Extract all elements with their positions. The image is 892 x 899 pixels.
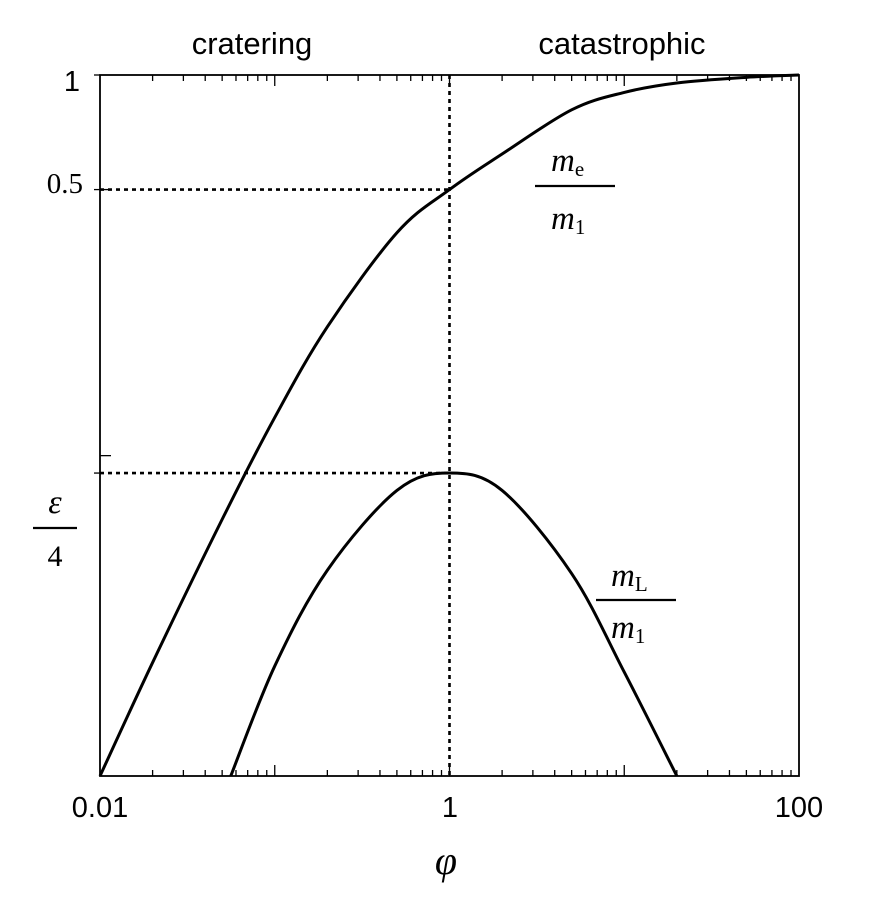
x-tick-label-1: 1 xyxy=(442,792,458,824)
y-label-denominator: 4 xyxy=(48,540,63,573)
series-label-ml-denominator: m1 xyxy=(611,610,645,648)
series-label-me-denominator: m1 xyxy=(551,201,585,239)
region-label-catastrophic: catastrophic xyxy=(538,26,705,61)
data-curves xyxy=(98,73,800,777)
series-label-ml-numerator: mL xyxy=(611,558,648,596)
series-label-ml-over-m1: mL m1 xyxy=(596,558,676,648)
y-label-numerator: ε xyxy=(48,484,62,521)
x-tick-label-100: 100 xyxy=(775,792,823,824)
y-label-epsilon-over-4: ε 4 xyxy=(33,484,77,573)
curve-me-over-m1 xyxy=(98,73,800,777)
series-label-me-numerator: me xyxy=(551,143,584,181)
series-label-me-over-m1: me m1 xyxy=(535,143,615,239)
y-tick-label-1: 1 xyxy=(64,66,80,98)
axis-ticks xyxy=(94,74,792,776)
y-tick-label-0.5: 0.5 xyxy=(47,168,83,200)
region-label-cratering: cratering xyxy=(192,26,313,61)
x-axis-label: φ xyxy=(435,838,457,883)
plot-frame xyxy=(99,74,800,777)
x-tick-label-0.01: 0.01 xyxy=(72,792,128,824)
curve-ml-over-m1 xyxy=(229,471,679,777)
guide-lines xyxy=(100,75,451,776)
